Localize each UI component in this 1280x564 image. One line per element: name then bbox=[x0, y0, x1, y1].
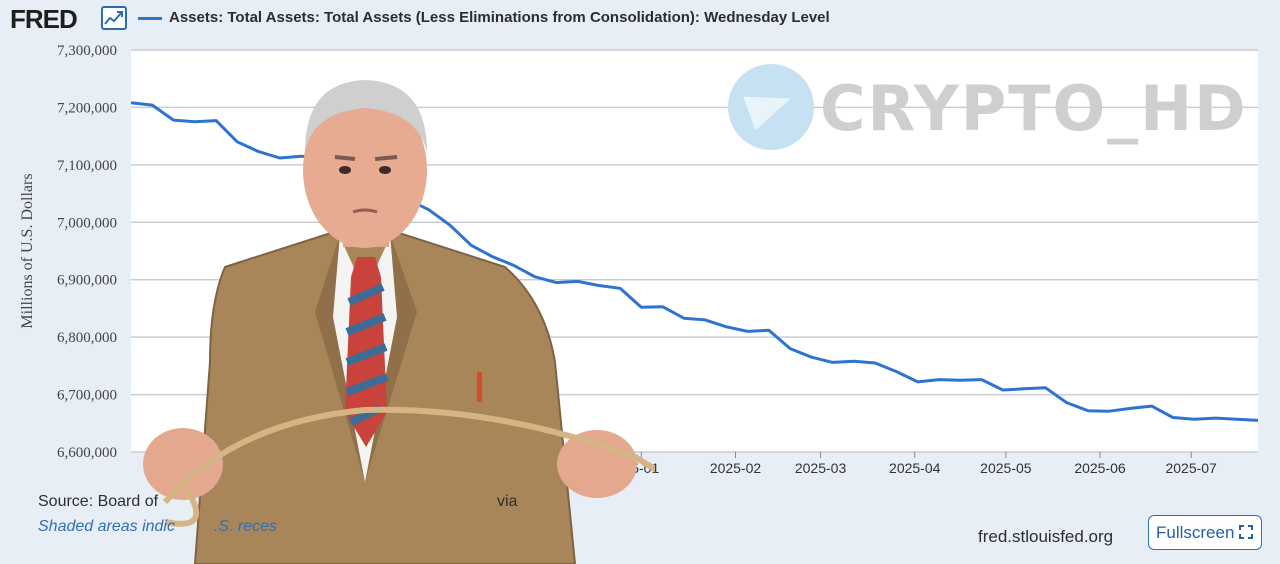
source-tail: via bbox=[496, 493, 518, 510]
y-tick-label: 6,800,000 bbox=[57, 330, 117, 346]
chart-header: FRED Assets: Total Assets: Total Assets … bbox=[0, 0, 1280, 40]
y-tick-label: 7,100,000 bbox=[57, 158, 117, 174]
y-tick-label: 6,600,000 bbox=[57, 445, 117, 461]
x-tick-label: 2025-04 bbox=[889, 460, 941, 476]
y-axis-label: Millions of U.S. Dollars bbox=[19, 173, 36, 328]
source-text: Source: Board of bbox=[38, 493, 159, 510]
x-tick-label: 2025-06 bbox=[1074, 460, 1126, 476]
telegram-icon bbox=[728, 64, 814, 150]
shaded-text: Shaded areas indic bbox=[38, 518, 175, 535]
x-tick-label: 2025-03 bbox=[795, 460, 847, 476]
expand-icon bbox=[1239, 525, 1253, 539]
x-tick-label: 2025-07 bbox=[1165, 460, 1217, 476]
y-tick-labels: 7,300,000 7,200,000 7,100,000 7,000,000 6,90… bbox=[57, 43, 117, 461]
watermark: CRYPTO_HD bbox=[728, 64, 1246, 154]
recession-note: Shaded areas indic .S. reces bbox=[38, 518, 277, 536]
series-title: Assets: Total Assets: Total Assets (Less… bbox=[169, 9, 830, 26]
y-tick-label: 7,300,000 bbox=[57, 43, 117, 59]
x-tick-label: 2025-02 bbox=[710, 460, 762, 476]
y-tick-label: 6,700,000 bbox=[57, 388, 117, 404]
legend-swatch bbox=[138, 17, 162, 20]
y-tick-label: 7,000,000 bbox=[57, 215, 117, 231]
fullscreen-label: Fullscreen bbox=[1156, 523, 1235, 542]
y-tick-label: 6,900,000 bbox=[57, 273, 117, 289]
source-note: Source: Board of via bbox=[38, 493, 517, 511]
fullscreen-button[interactable]: Fullscreen bbox=[1148, 515, 1262, 550]
x-tick-label: 2025-05 bbox=[980, 460, 1032, 476]
shaded-tail: .S. reces bbox=[213, 518, 278, 535]
site-link[interactable]: fred.stlouisfed.org bbox=[978, 527, 1114, 546]
line-chart-icon bbox=[101, 6, 127, 30]
watermark-text: CRYPTO_HD bbox=[820, 72, 1248, 145]
person-with-cane-photo bbox=[143, 80, 655, 564]
y-tick-label: 7,200,000 bbox=[57, 100, 117, 116]
fred-logo[interactable]: FRED bbox=[10, 4, 78, 34]
